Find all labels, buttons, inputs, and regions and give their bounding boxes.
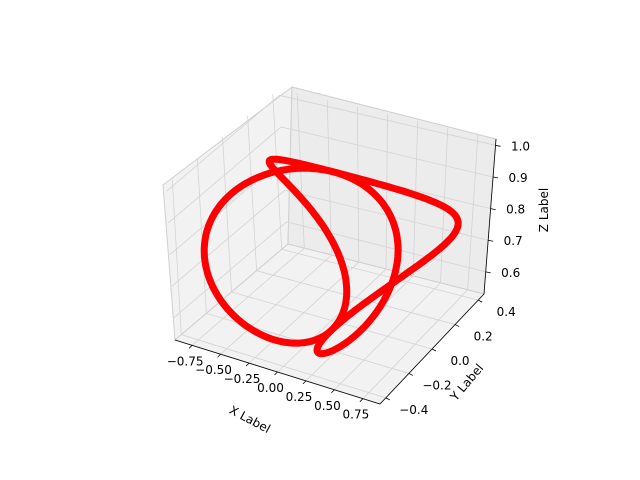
x-gridline bbox=[220, 100, 332, 355]
x-tick bbox=[274, 371, 278, 376]
x-tick bbox=[302, 380, 307, 385]
z-tick bbox=[485, 271, 491, 274]
y-tick bbox=[478, 299, 483, 303]
y-tick bbox=[431, 348, 437, 352]
x-tick bbox=[188, 345, 193, 349]
series-curve bbox=[200, 155, 462, 358]
y-tick bbox=[408, 373, 414, 376]
y-gridline bbox=[196, 158, 410, 374]
y-tick-label: 0.2 bbox=[474, 330, 493, 344]
y-tick bbox=[454, 324, 460, 327]
y-tick-label: 0.0 bbox=[450, 354, 469, 368]
y-tick-label: −0.4 bbox=[399, 403, 428, 417]
y-gridline bbox=[171, 179, 386, 399]
z-gridline bbox=[166, 94, 496, 192]
z-tick bbox=[495, 144, 501, 147]
y-gridline bbox=[272, 94, 479, 301]
y-gridline bbox=[247, 115, 456, 325]
z-tick-label: 1.0 bbox=[511, 139, 530, 153]
tick-labels: −0.75−0.50−0.250.000.250.500.75 −0.4 −0.2 0… bbox=[167, 139, 530, 421]
z-tick bbox=[492, 176, 499, 179]
x-gridline bbox=[248, 107, 360, 364]
x-tick bbox=[245, 362, 250, 367]
z-tick-label: 0.8 bbox=[506, 203, 525, 217]
x-tick-label: −0.25 bbox=[224, 372, 261, 386]
x-tick-label: 0.00 bbox=[257, 381, 284, 395]
z-tick bbox=[490, 208, 496, 210]
x-tick-label: −0.75 bbox=[167, 354, 204, 368]
z-axis-label: Z Label bbox=[537, 188, 551, 232]
z-gridline bbox=[171, 189, 489, 287]
x-gridline bbox=[362, 134, 479, 399]
z-tick-label: 0.9 bbox=[509, 171, 528, 185]
x-gridline bbox=[334, 127, 449, 391]
z-gridline bbox=[167, 126, 494, 224]
axes bbox=[174, 138, 501, 405]
z-tick bbox=[488, 239, 494, 242]
x-tick-label: 0.25 bbox=[286, 390, 313, 404]
x-tick-label: 0.50 bbox=[314, 399, 341, 413]
x-tick-label: 0.75 bbox=[343, 408, 370, 422]
z-tick-label: 0.7 bbox=[504, 234, 523, 248]
x-tick-label: −0.50 bbox=[195, 363, 232, 377]
x-tick bbox=[217, 353, 221, 358]
z-tick-label: 0.6 bbox=[501, 266, 520, 280]
z-axis-line bbox=[483, 138, 497, 295]
y-tick bbox=[385, 397, 390, 401]
x-tick bbox=[359, 398, 364, 402]
x-tick bbox=[331, 389, 335, 394]
y-tick-label: −0.2 bbox=[422, 378, 451, 392]
y-tick-label: 0.4 bbox=[497, 305, 516, 319]
